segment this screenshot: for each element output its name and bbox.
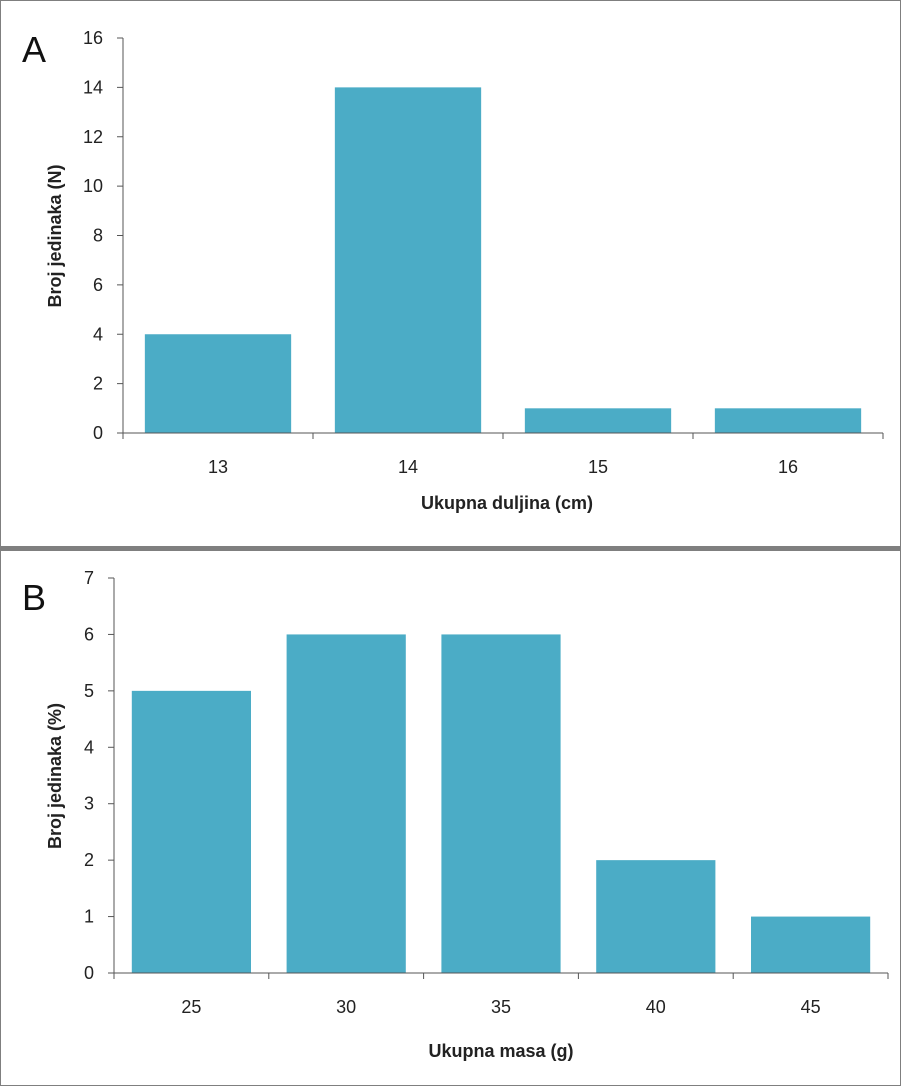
panel-a-bar-16 (714, 408, 862, 433)
panel-b-label: B (22, 577, 46, 618)
panel-b-y-tick-label: 2 (84, 850, 94, 870)
panel-a-y-tick-label: 14 (83, 77, 103, 97)
panel-a-y-tick-label: 16 (83, 28, 103, 48)
panel-a-y-tick-label: 2 (93, 374, 103, 394)
panel-b-x-axis: 25 30 35 40 45 (113, 973, 889, 1017)
panel-a-y-tick-label: 12 (83, 127, 103, 147)
panel-b-y-tick-label: 5 (84, 681, 94, 701)
panel-b-bars (131, 634, 871, 973)
panel-b-y-tick-label: 4 (84, 737, 94, 757)
panel-b-x-tick-label: 30 (336, 997, 356, 1017)
panel-b-bar-30 (286, 634, 406, 973)
panel-b-x-axis-title: Ukupna masa (g) (428, 1041, 573, 1061)
panel-a-y-tick-label: 0 (93, 423, 103, 443)
panel-b-y-tick-label: 0 (84, 963, 94, 983)
panel-b-x-tick-label: 25 (181, 997, 201, 1017)
panel-a-x-tick-label: 14 (398, 457, 418, 477)
panel-a-y-tick-label: 4 (93, 324, 103, 344)
panel-a-x-axis-title: Ukupna duljina (cm) (421, 493, 593, 513)
panel-a-x-tick-label: 15 (588, 457, 608, 477)
panel-b-y-tick-label: 1 (84, 907, 94, 927)
panel-a-label: A (22, 29, 46, 70)
panel-b-x-tick-label: 45 (801, 997, 821, 1017)
panel-a-bar-15 (524, 408, 672, 433)
panel-divider (0, 546, 901, 550)
panel-b-x-tick-label: 35 (491, 997, 511, 1017)
panel-b-bar-35 (441, 634, 561, 973)
panel-b-bar-45 (751, 916, 871, 973)
panel-a: A 0 2 4 6 8 10 12 14 16 13 14 15 16 Ukupna duljina … (0, 0, 901, 549)
panel-a-bar-14 (334, 87, 482, 433)
panel-a-y-tick-label: 10 (83, 176, 103, 196)
panel-a-x-axis: 13 14 15 16 (122, 433, 884, 477)
panel-b-y-tick-label: 3 (84, 794, 94, 814)
panel-b-y-axis: 0 1 2 3 4 5 6 7 (84, 568, 114, 983)
panel-a-y-axis-title: Broj jedinaka (N) (45, 164, 65, 307)
panel-b-bar-25 (131, 690, 251, 973)
panel-a-bar-13 (144, 334, 292, 433)
panel-a-y-axis: 0 2 4 6 8 10 12 14 16 (83, 28, 123, 443)
panel-b-x-tick-label: 40 (646, 997, 666, 1017)
panel-a-y-tick-label: 8 (93, 226, 103, 246)
panel-a-y-tick-label: 6 (93, 275, 103, 295)
panel-b-y-tick-label: 7 (84, 568, 94, 588)
panel-b-y-tick-label: 6 (84, 624, 94, 644)
panel-b-bar-40 (596, 860, 716, 973)
panel-b-y-axis-title: Broj jedinaka (%) (45, 703, 65, 849)
panel-a-x-tick-label: 13 (208, 457, 228, 477)
panel-a-bars (144, 87, 862, 433)
panel-a-x-tick-label: 16 (778, 457, 798, 477)
